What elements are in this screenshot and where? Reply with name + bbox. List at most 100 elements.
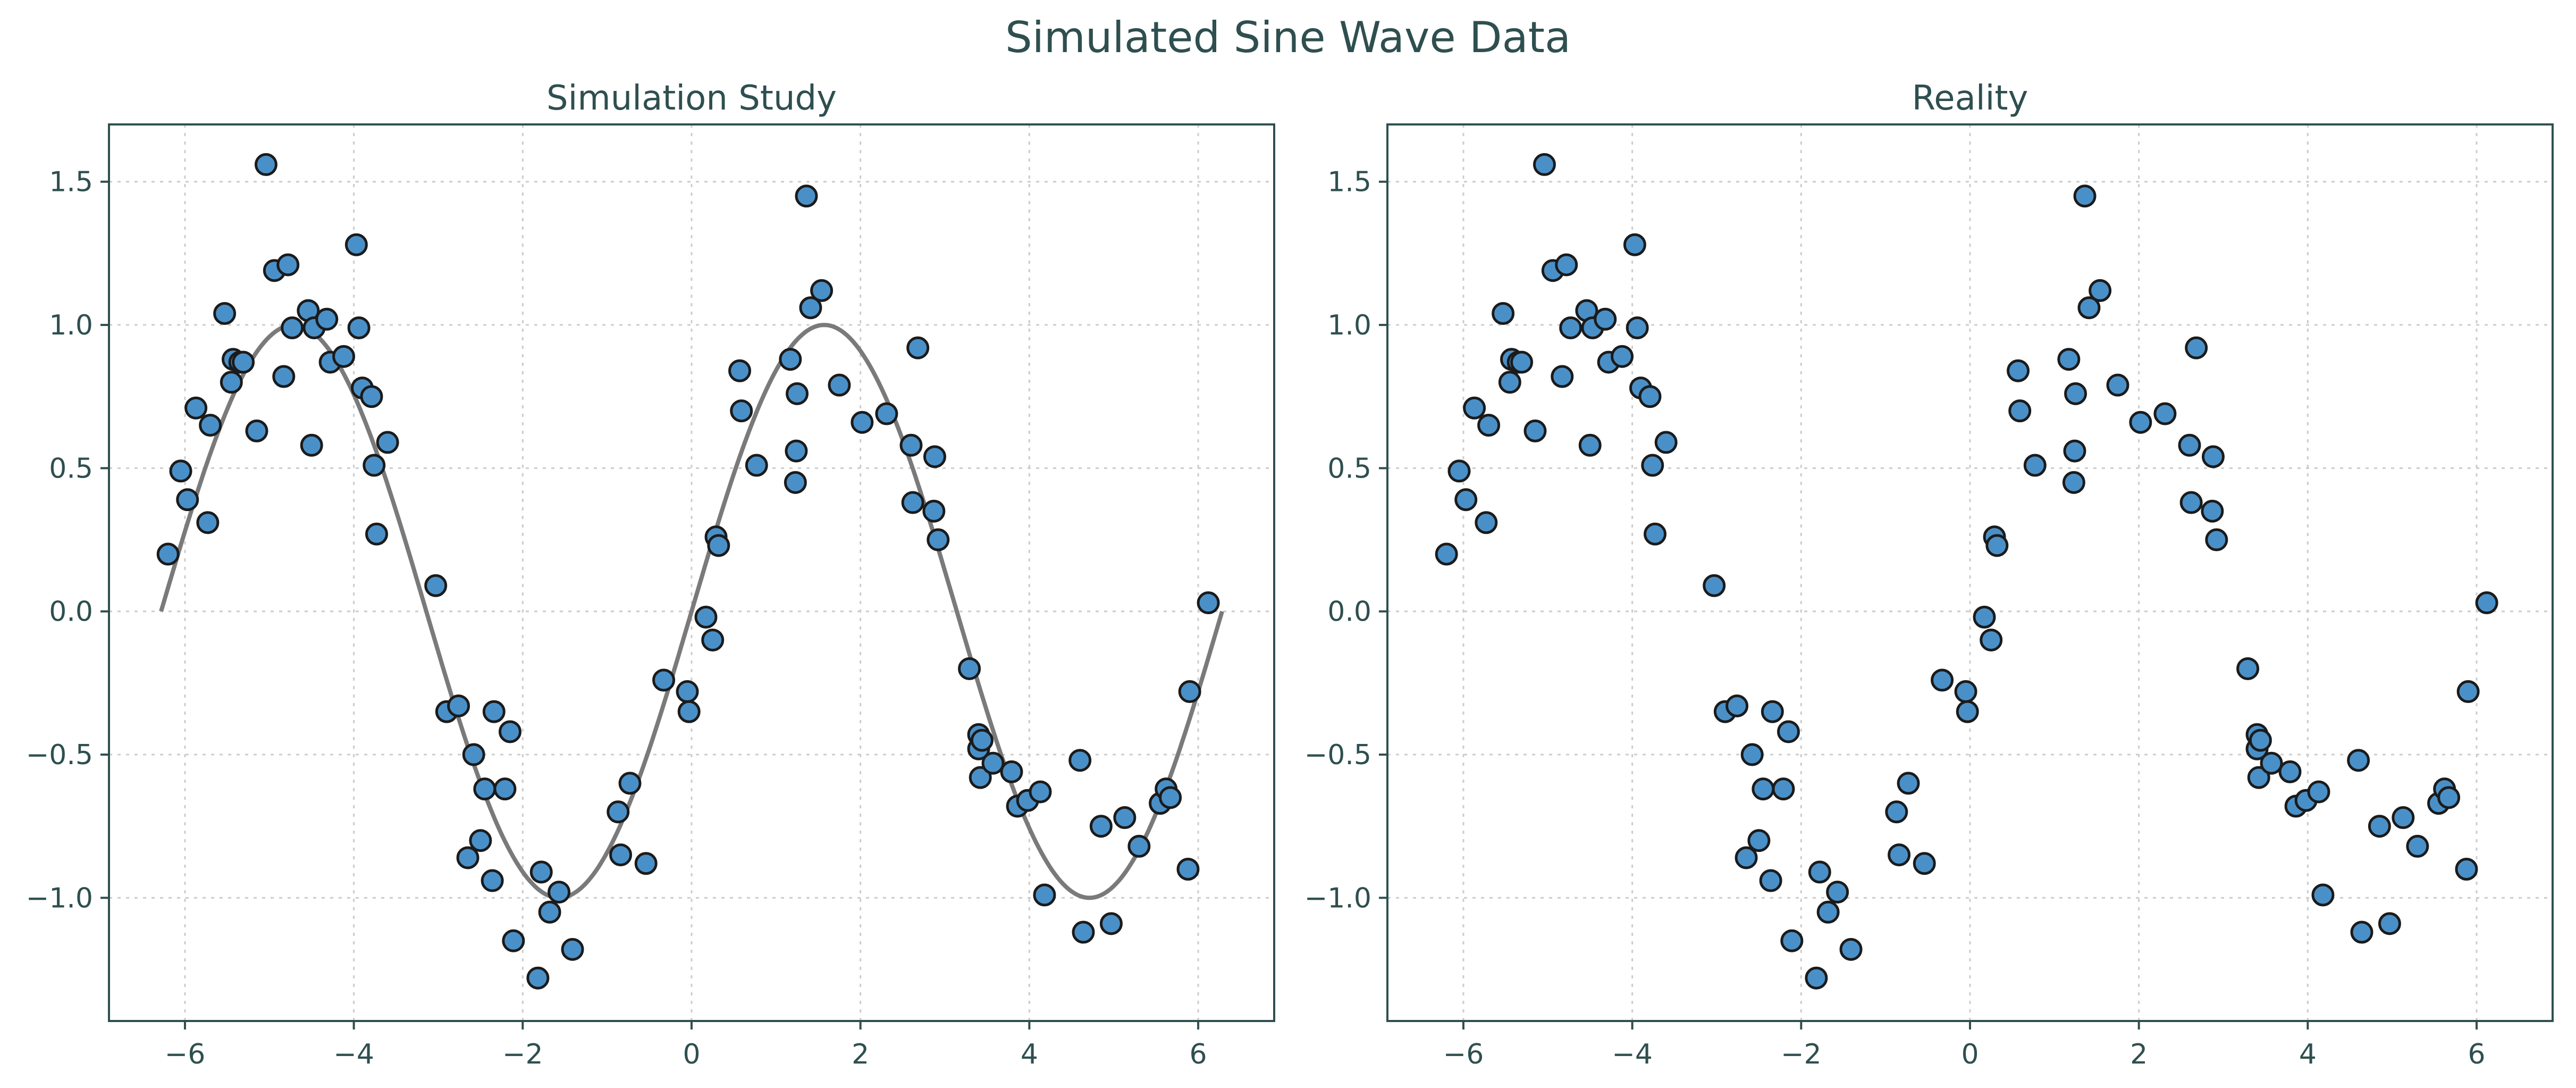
data-point — [1735, 846, 1758, 869]
data-point — [875, 402, 898, 425]
data-point — [677, 700, 701, 723]
x-tick-label: 6 — [1189, 1039, 1207, 1070]
data-point — [786, 382, 809, 405]
data-point — [493, 777, 517, 801]
data-point — [502, 929, 525, 952]
data-point — [634, 852, 658, 875]
data-point — [1740, 743, 1764, 766]
x-tick-label: −4 — [333, 1039, 374, 1070]
data-point — [1510, 350, 1534, 374]
data-point — [906, 336, 930, 359]
data-point — [2008, 399, 2032, 423]
data-point — [1931, 668, 1954, 692]
data-point — [2205, 528, 2228, 551]
data-point — [1885, 800, 1908, 824]
data-point — [184, 396, 208, 420]
data-point — [701, 629, 725, 652]
data-point — [1641, 454, 1664, 477]
data-point — [538, 900, 561, 924]
data-point — [2062, 471, 2085, 494]
data-point — [1454, 488, 1478, 512]
data-point — [300, 433, 323, 457]
y-tick-label: 1.0 — [1327, 309, 1371, 341]
data-point — [1029, 780, 1052, 804]
data-point — [1068, 749, 1092, 772]
data-point — [276, 253, 300, 277]
data-point — [1463, 396, 1486, 420]
data-point — [2311, 883, 2335, 907]
data-point — [473, 777, 496, 801]
x-tick-label: 4 — [2299, 1039, 2317, 1070]
data-point — [1072, 920, 1095, 944]
data-point — [548, 881, 571, 904]
data-point — [969, 766, 992, 789]
data-point — [2350, 920, 2373, 944]
data-point — [462, 743, 485, 766]
data-point — [1159, 786, 1182, 809]
data-point — [1839, 938, 1863, 961]
data-point — [745, 454, 768, 477]
x-tick-label: −6 — [1443, 1039, 1484, 1070]
data-point — [2378, 912, 2401, 935]
data-point — [2249, 729, 2272, 752]
data-point — [676, 680, 699, 704]
data-point — [728, 359, 752, 382]
y-tick-label: −1.0 — [1304, 882, 1371, 914]
data-point — [561, 938, 584, 961]
data-point — [1533, 153, 1556, 176]
data-point — [2185, 336, 2208, 359]
y-tick-label: 0.0 — [49, 596, 93, 628]
data-point — [1176, 858, 1200, 881]
data-point — [176, 488, 199, 512]
data-point — [1475, 511, 1498, 534]
data-point — [2347, 749, 2370, 772]
y-tick-label: −1.0 — [26, 882, 93, 914]
data-point — [347, 316, 371, 339]
data-point — [2247, 766, 2270, 789]
data-point — [2077, 296, 2101, 320]
panel-title: Simulation Study — [546, 79, 837, 118]
data-point — [360, 385, 383, 408]
data-point — [707, 534, 730, 557]
data-point — [2392, 806, 2415, 830]
data-point — [254, 153, 277, 176]
data-point — [1594, 307, 1617, 331]
x-tick-label: 0 — [1961, 1039, 1979, 1070]
data-point — [169, 459, 192, 483]
data-point — [1985, 534, 2009, 557]
y-tick-label: −0.5 — [26, 739, 93, 771]
data-point — [1772, 777, 1795, 801]
data-point — [1777, 720, 1800, 743]
data-point — [1477, 414, 1501, 437]
data-point — [923, 445, 946, 468]
data-point — [1435, 542, 1458, 566]
data-point — [779, 348, 802, 371]
data-point — [922, 499, 946, 523]
data-point — [1826, 881, 1849, 904]
data-point — [652, 668, 676, 692]
data-point — [1197, 591, 1220, 615]
data-point — [220, 371, 243, 394]
data-point — [2455, 858, 2478, 881]
x-tick-label: 2 — [852, 1039, 869, 1070]
data-point — [1611, 345, 1634, 368]
figure-title: Simulated Sine Wave Data — [1005, 13, 1571, 62]
data-point — [2406, 834, 2429, 858]
y-tick-label: 1.5 — [49, 166, 93, 198]
data-point — [1644, 522, 1667, 546]
y-tick-label: 1.0 — [49, 309, 93, 341]
data-point — [232, 350, 255, 374]
data-point — [1626, 316, 1649, 339]
data-point — [1498, 371, 1521, 394]
data-point — [958, 657, 981, 680]
data-point — [1623, 233, 1646, 256]
data-point — [2063, 439, 2086, 463]
data-point — [365, 522, 389, 546]
y-tick-label: −0.5 — [1304, 739, 1371, 771]
data-point — [2456, 680, 2480, 704]
data-point — [2278, 760, 2302, 783]
data-point — [1980, 629, 2003, 652]
data-point — [1913, 852, 1936, 875]
